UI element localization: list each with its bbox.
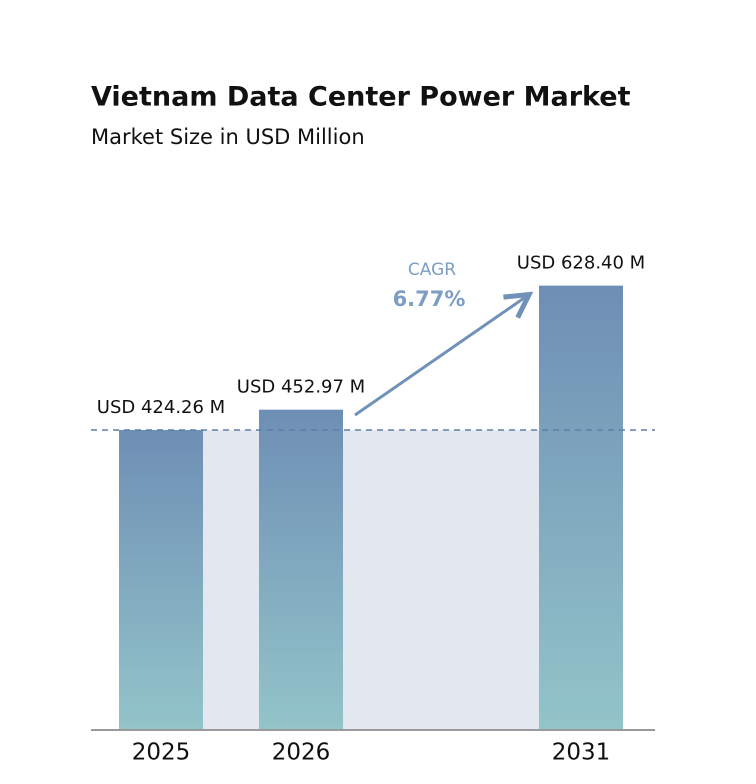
value-label: USD 452.97 M xyxy=(237,377,365,398)
chart-title: Vietnam Data Center Power Market xyxy=(91,82,631,113)
cagr-label: CAGR xyxy=(408,260,456,280)
value-label: USD 628.40 M xyxy=(517,253,645,274)
bar xyxy=(259,409,343,730)
value-label: USD 424.26 M xyxy=(97,397,225,418)
bar xyxy=(539,285,623,730)
x-tick-label: 2026 xyxy=(272,740,331,766)
cagr-value: 6.77% xyxy=(393,287,466,311)
chart-subtitle: Market Size in USD Million xyxy=(91,125,365,149)
x-tick-label: 2031 xyxy=(552,740,611,766)
bar xyxy=(119,429,203,730)
x-tick-label: 2025 xyxy=(132,740,191,766)
cagr-arrow xyxy=(354,296,527,417)
plot-area: USD 424.26 M USD 452.97 M USD 628.40 M 2025… xyxy=(91,253,655,766)
